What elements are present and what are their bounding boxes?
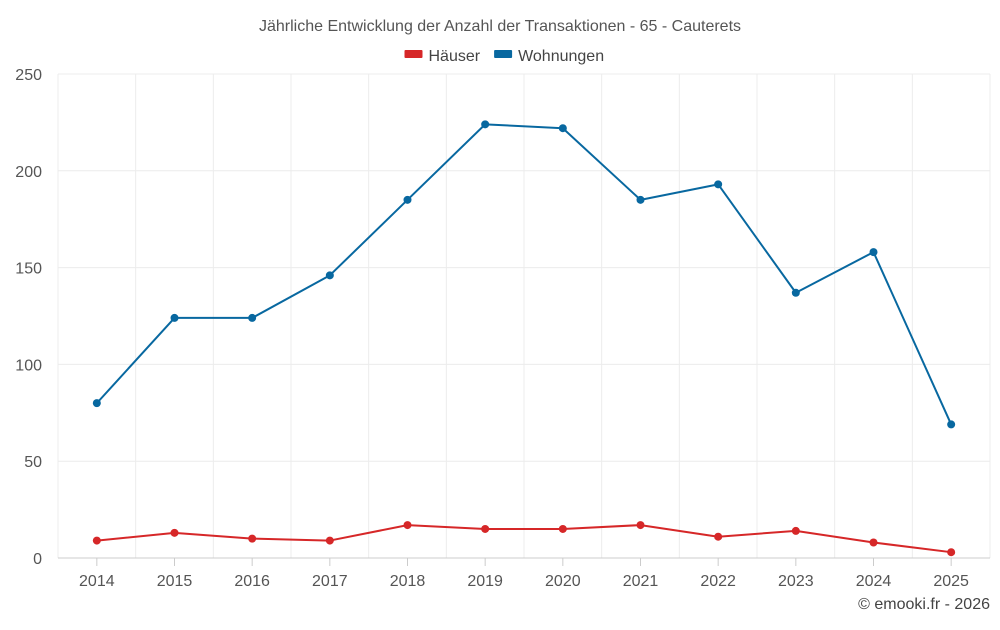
x-tick-label: 2019 xyxy=(467,573,503,590)
y-tick-label: 50 xyxy=(24,454,42,471)
legend-item-h-user: Häuser xyxy=(404,48,481,65)
data-point-h-user xyxy=(481,524,490,533)
data-point-wohnungen xyxy=(947,420,956,429)
y-tick-label: 100 xyxy=(15,357,42,374)
x-tick-label: 2018 xyxy=(390,573,426,590)
data-point-wohnungen xyxy=(170,313,179,322)
legend-swatch-h-user xyxy=(404,50,423,58)
data-point-h-user xyxy=(558,524,567,533)
data-point-h-user xyxy=(869,538,878,547)
data-point-wohnungen xyxy=(325,271,334,280)
series-h-user xyxy=(92,521,956,557)
data-point-h-user xyxy=(947,548,956,557)
data-point-h-user xyxy=(403,521,412,530)
series-layer xyxy=(92,120,956,557)
x-tick-label: 2016 xyxy=(234,573,270,590)
data-point-wohnungen xyxy=(248,313,257,322)
data-point-wohnungen xyxy=(636,195,645,204)
x-tick-label: 2020 xyxy=(545,573,581,590)
data-point-wohnungen xyxy=(558,124,567,133)
legend-item-wohnungen: Wohnungen xyxy=(494,48,604,65)
data-point-h-user xyxy=(248,534,257,543)
credit-text: © emooki.fr - 2026 xyxy=(858,596,990,613)
x-tick-label: 2015 xyxy=(157,573,193,590)
legend-label-h-user: Häuser xyxy=(429,48,481,65)
grid xyxy=(57,73,991,558)
x-tick-label: 2025 xyxy=(933,573,969,590)
data-point-wohnungen xyxy=(791,288,800,297)
y-tick-label: 250 xyxy=(15,67,42,84)
legend-label-wohnungen: Wohnungen xyxy=(518,48,604,65)
data-point-wohnungen xyxy=(714,180,723,189)
data-point-h-user xyxy=(636,521,645,530)
x-tick-label: 2014 xyxy=(79,573,115,590)
chart-title: Jährliche Entwicklung der Anzahl der Tra… xyxy=(259,18,741,35)
data-point-h-user xyxy=(714,532,723,541)
data-point-h-user xyxy=(791,526,800,535)
data-point-h-user xyxy=(170,528,179,537)
legend: Häuser Wohnungen xyxy=(404,48,604,65)
data-point-h-user xyxy=(325,536,334,545)
y-tick-label: 150 xyxy=(15,261,42,278)
x-tick-label: 2021 xyxy=(623,573,659,590)
x-tick-label: 2024 xyxy=(856,573,892,590)
data-point-wohnungen xyxy=(92,399,101,408)
data-point-wohnungen xyxy=(481,120,490,129)
legend-swatch-wohnungen xyxy=(494,50,513,58)
y-axis: 0 50 100 150 200 250 xyxy=(15,67,42,568)
x-tick-label: 2023 xyxy=(778,573,814,590)
series-wohnungen xyxy=(92,120,956,429)
y-tick-label: 200 xyxy=(15,164,42,181)
x-axis: 2014 2015 2016 2017 2018 2019 2020 2021 2022 2023… xyxy=(58,557,990,590)
y-tick-label: 0 xyxy=(33,551,42,568)
x-tick-label: 2022 xyxy=(700,573,736,590)
data-point-wohnungen xyxy=(869,248,878,257)
data-point-wohnungen xyxy=(403,195,412,204)
series-line-h-user xyxy=(96,524,952,554)
data-point-h-user xyxy=(92,536,101,545)
x-tick-label: 2017 xyxy=(312,573,348,590)
series-line-wohnungen xyxy=(96,123,953,425)
